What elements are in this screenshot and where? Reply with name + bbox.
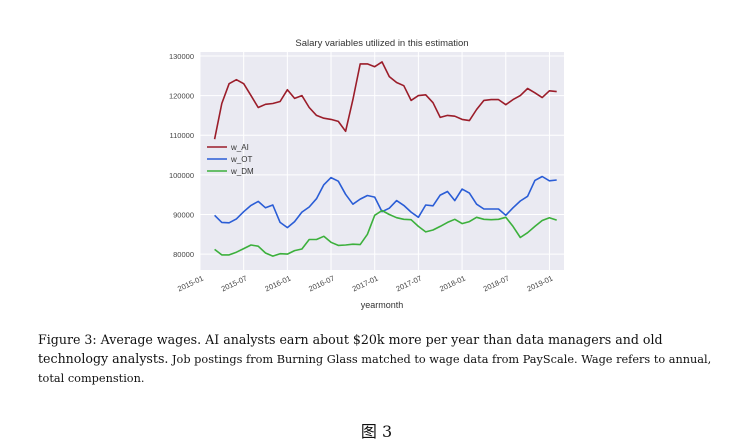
x-tick-label: 2017-01 (351, 274, 380, 294)
x-tick-label: 2019-01 (526, 274, 555, 294)
figure-caption: Figure 3: Average wages. AI analysts ear… (38, 329, 718, 386)
figure-label: 图 3 (360, 422, 393, 441)
legend-label: w_OT (230, 155, 252, 164)
chart-title: Salary variables utilized in this estima… (295, 38, 468, 49)
x-axis-label: yearmonth (361, 300, 404, 310)
y-tick-label: 130000 (169, 52, 194, 61)
y-tick-label: 100000 (169, 171, 194, 180)
x-tick-label: 2015-07 (220, 274, 249, 294)
y-tick-label: 80000 (173, 250, 194, 259)
x-tick-label: 2018-07 (482, 274, 511, 294)
y-tick-label: 120000 (169, 92, 194, 101)
series-line-w-ai (213, 61, 557, 140)
salary-line-chart: 80000 90000 100000 110000 120000 130000 2015-0… (169, 38, 564, 310)
x-tick-label: 2015-01 (176, 274, 205, 294)
series-line-w-ot (214, 175, 557, 229)
caption-detail: Job postings from Burning Glass matched … (38, 353, 712, 385)
legend-label: w_DM (230, 167, 254, 176)
y-tick-label: 90000 (173, 211, 194, 220)
x-tick-label: 2017-07 (394, 274, 423, 294)
y-tick-label: 110000 (170, 131, 194, 140)
x-tick-label: 2016-01 (263, 274, 292, 294)
x-tick-label: 2018-01 (438, 274, 467, 294)
legend-label: w_AI (230, 143, 249, 152)
plot-area (200, 52, 564, 270)
x-tick-label: 2016-07 (307, 274, 336, 294)
chart-legend: w_AI w_OT w_DM (207, 143, 254, 176)
caption-lead: Figure 3: Average wages. AI analysts ear… (38, 332, 663, 366)
series-line-w-dm (214, 209, 557, 257)
